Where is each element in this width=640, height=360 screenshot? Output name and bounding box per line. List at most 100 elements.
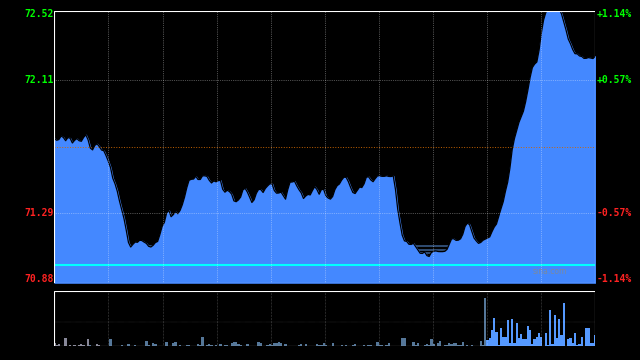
Bar [452,343,455,346]
Bar [211,345,212,346]
Bar [444,345,446,346]
Bar [534,339,536,346]
Bar [280,343,282,346]
Bar [237,344,239,346]
Bar [536,337,538,346]
Bar [482,345,484,346]
Bar [80,344,83,346]
Bar [529,330,531,346]
Bar [54,267,595,269]
Bar [540,337,543,346]
Bar [549,310,552,346]
Bar [511,319,513,346]
Bar [208,343,211,346]
Bar [426,344,428,346]
Bar [561,335,563,346]
Bar [460,345,461,346]
Bar [275,342,278,346]
Bar [224,345,226,346]
Bar [585,328,588,346]
Bar [197,344,199,346]
Bar [352,345,354,346]
Bar [69,345,71,346]
Bar [415,345,417,346]
Bar [470,345,473,346]
Text: 71.29: 71.29 [24,208,53,218]
Bar [284,344,287,346]
Bar [433,345,435,346]
Bar [154,344,157,346]
Bar [271,345,273,346]
Bar [545,333,547,346]
Bar [525,339,527,346]
Bar [513,343,516,346]
Bar [188,345,190,346]
Bar [439,341,442,346]
Bar [54,291,595,346]
Bar [53,343,56,346]
Bar [257,342,260,346]
Bar [497,345,500,346]
Bar [96,345,98,346]
Bar [54,252,595,255]
Bar [305,343,307,346]
Bar [495,332,497,346]
Bar [54,278,595,279]
Bar [260,343,262,346]
Bar [215,345,217,346]
Bar [345,345,348,346]
Bar [594,335,596,346]
Bar [589,343,592,346]
Bar [554,315,556,346]
Bar [592,343,594,346]
Bar [54,270,595,272]
Bar [120,345,123,346]
Text: 72.52: 72.52 [24,9,53,19]
Bar [266,345,269,346]
Bar [332,343,334,346]
Bar [576,345,579,346]
Bar [412,342,415,346]
Bar [323,343,325,346]
Bar [54,249,595,251]
Text: 72.11: 72.11 [24,75,53,85]
Bar [552,344,554,346]
Bar [166,342,168,346]
Bar [567,339,570,346]
Bar [65,338,67,346]
Bar [570,338,572,346]
Bar [430,339,433,346]
Text: -0.57%: -0.57% [596,208,632,218]
Bar [278,342,280,346]
Bar [134,345,136,346]
Bar [588,328,589,346]
Bar [54,256,595,258]
Bar [370,345,372,346]
Bar [563,303,565,346]
Bar [175,342,177,346]
Bar [54,263,595,265]
Text: 70.88: 70.88 [24,274,53,284]
Bar [235,342,237,346]
Bar [516,323,518,346]
Bar [56,345,58,346]
Bar [363,345,365,346]
Bar [83,345,84,346]
Bar [401,338,403,346]
Bar [381,345,383,346]
Bar [199,345,202,346]
Bar [574,333,576,346]
Bar [87,339,89,346]
Bar [316,345,318,346]
Bar [340,345,343,346]
Text: +0.57%: +0.57% [596,75,632,85]
Bar [172,343,175,346]
Bar [226,345,228,346]
Bar [502,337,504,346]
Bar [385,345,388,346]
Bar [417,343,419,346]
Bar [54,274,595,276]
Bar [479,341,482,346]
Bar [54,246,595,247]
Bar [486,340,488,346]
